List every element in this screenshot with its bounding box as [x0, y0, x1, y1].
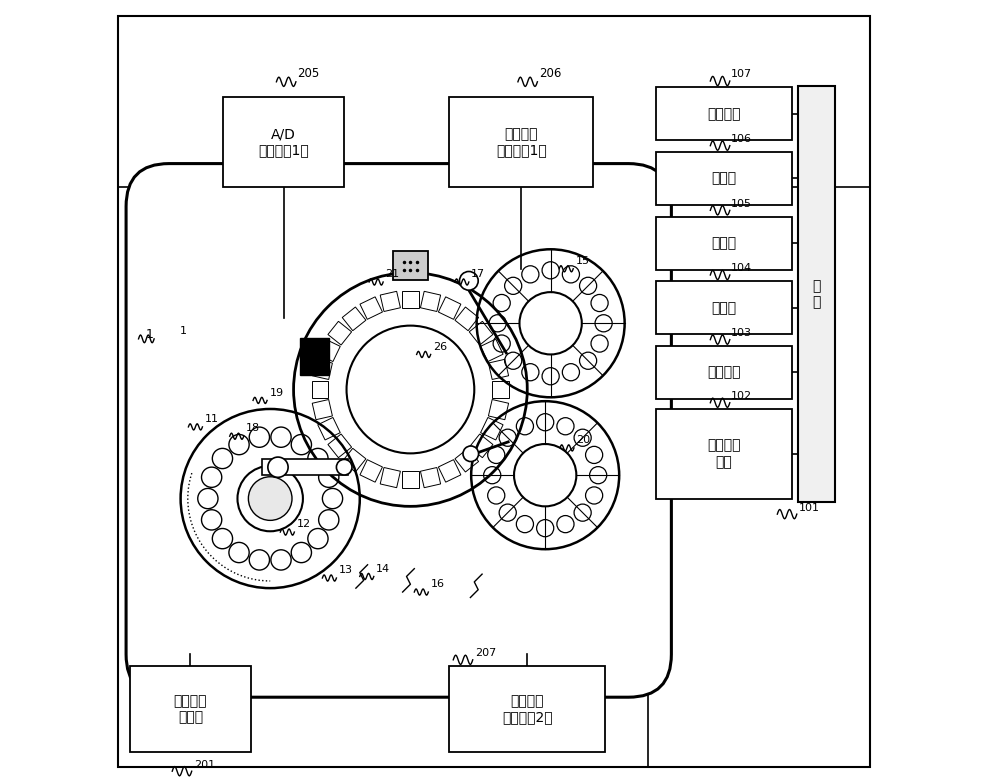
Text: 201: 201 [194, 760, 215, 770]
Text: 11: 11 [205, 414, 219, 424]
Bar [656, 87, 792, 140]
Bar [656, 346, 792, 399]
Text: 207: 207 [475, 648, 496, 658]
Text: 试剂分注
控制部（1）: 试剂分注 控制部（1） [496, 127, 547, 157]
Text: 106: 106 [731, 134, 752, 144]
Bar [223, 97, 344, 187]
Bar [449, 97, 593, 187]
Bar [449, 666, 605, 752]
Text: 口
栈: 口 栈 [812, 279, 820, 309]
Text: 21: 21 [385, 270, 400, 279]
Text: 206: 206 [539, 67, 561, 80]
Text: 试剂分注
控制部（2）: 试剂分注 控制部（2） [502, 694, 553, 724]
Bar [130, 666, 251, 752]
Bar [656, 281, 792, 334]
Circle shape [336, 460, 352, 475]
Text: 14: 14 [376, 564, 390, 573]
Bar [656, 217, 792, 270]
Text: 输入装置: 输入装置 [707, 107, 741, 121]
Text: A/D
转换器（1）: A/D 转换器（1） [258, 127, 309, 157]
Text: 显示装置: 显示装置 [707, 365, 741, 379]
Text: 15: 15 [576, 256, 590, 266]
Circle shape [519, 292, 582, 354]
Text: 1: 1 [146, 329, 153, 341]
Text: 102: 102 [731, 391, 752, 401]
Bar [300, 338, 329, 375]
FancyBboxPatch shape [126, 164, 671, 697]
Circle shape [459, 272, 478, 291]
Text: 19: 19 [269, 388, 283, 397]
Circle shape [268, 457, 288, 478]
Circle shape [514, 444, 576, 506]
Text: 107: 107 [731, 69, 752, 79]
Bar [656, 152, 792, 205]
Text: 26: 26 [433, 342, 447, 351]
Text: 101: 101 [799, 502, 820, 513]
Bar [798, 86, 835, 502]
Text: 20: 20 [576, 435, 590, 445]
Text: 12: 12 [297, 520, 311, 529]
Text: 存储器: 存储器 [711, 301, 737, 315]
Text: 104: 104 [731, 263, 752, 273]
Bar [656, 409, 792, 499]
Text: 13: 13 [339, 566, 353, 575]
Text: 打印机: 打印机 [711, 171, 737, 185]
Text: 外部输出
介质: 外部输出 介质 [707, 439, 741, 469]
Text: 1: 1 [179, 326, 186, 336]
Text: 16: 16 [431, 580, 445, 589]
Bar [262, 460, 348, 475]
Bar [393, 251, 428, 280]
Circle shape [248, 477, 292, 520]
Text: 计算机: 计算机 [711, 236, 737, 250]
Text: 103: 103 [731, 328, 752, 338]
Text: 205: 205 [297, 67, 320, 80]
Text: 18: 18 [246, 424, 260, 433]
Circle shape [463, 446, 479, 461]
Text: 17: 17 [471, 270, 485, 279]
Text: 样本分注
控制部: 样本分注 控制部 [174, 694, 207, 724]
Text: 105: 105 [731, 199, 752, 209]
